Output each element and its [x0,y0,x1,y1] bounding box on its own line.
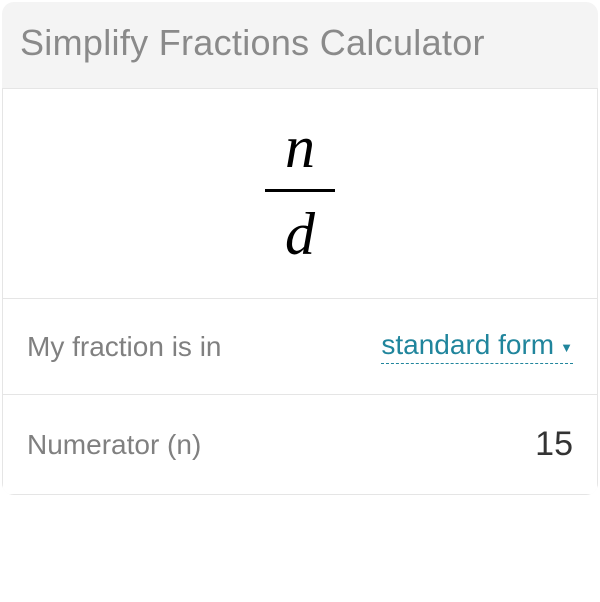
numerator-input[interactable]: 15 [535,425,573,464]
numerator-row: Numerator (n) 15 [2,395,598,495]
numerator-label: Numerator (n) [27,429,201,461]
dropdown-selected-text: standard form [381,329,554,361]
fraction-numerator-symbol: n [285,117,315,179]
fraction-form-label: My fraction is in [27,331,222,363]
fraction-display: n d [2,88,598,299]
chevron-down-icon: ▼ [560,340,573,355]
fraction-notation: n d [265,117,335,264]
page-title: Simplify Fractions Calculator [2,2,598,88]
fraction-bar [265,189,335,192]
fraction-form-row: My fraction is in standard form ▼ [2,299,598,395]
fraction-denominator-symbol: d [285,202,315,264]
fraction-form-dropdown[interactable]: standard form ▼ [381,329,573,364]
calculator-card: Simplify Fractions Calculator n d My fra… [2,2,598,495]
